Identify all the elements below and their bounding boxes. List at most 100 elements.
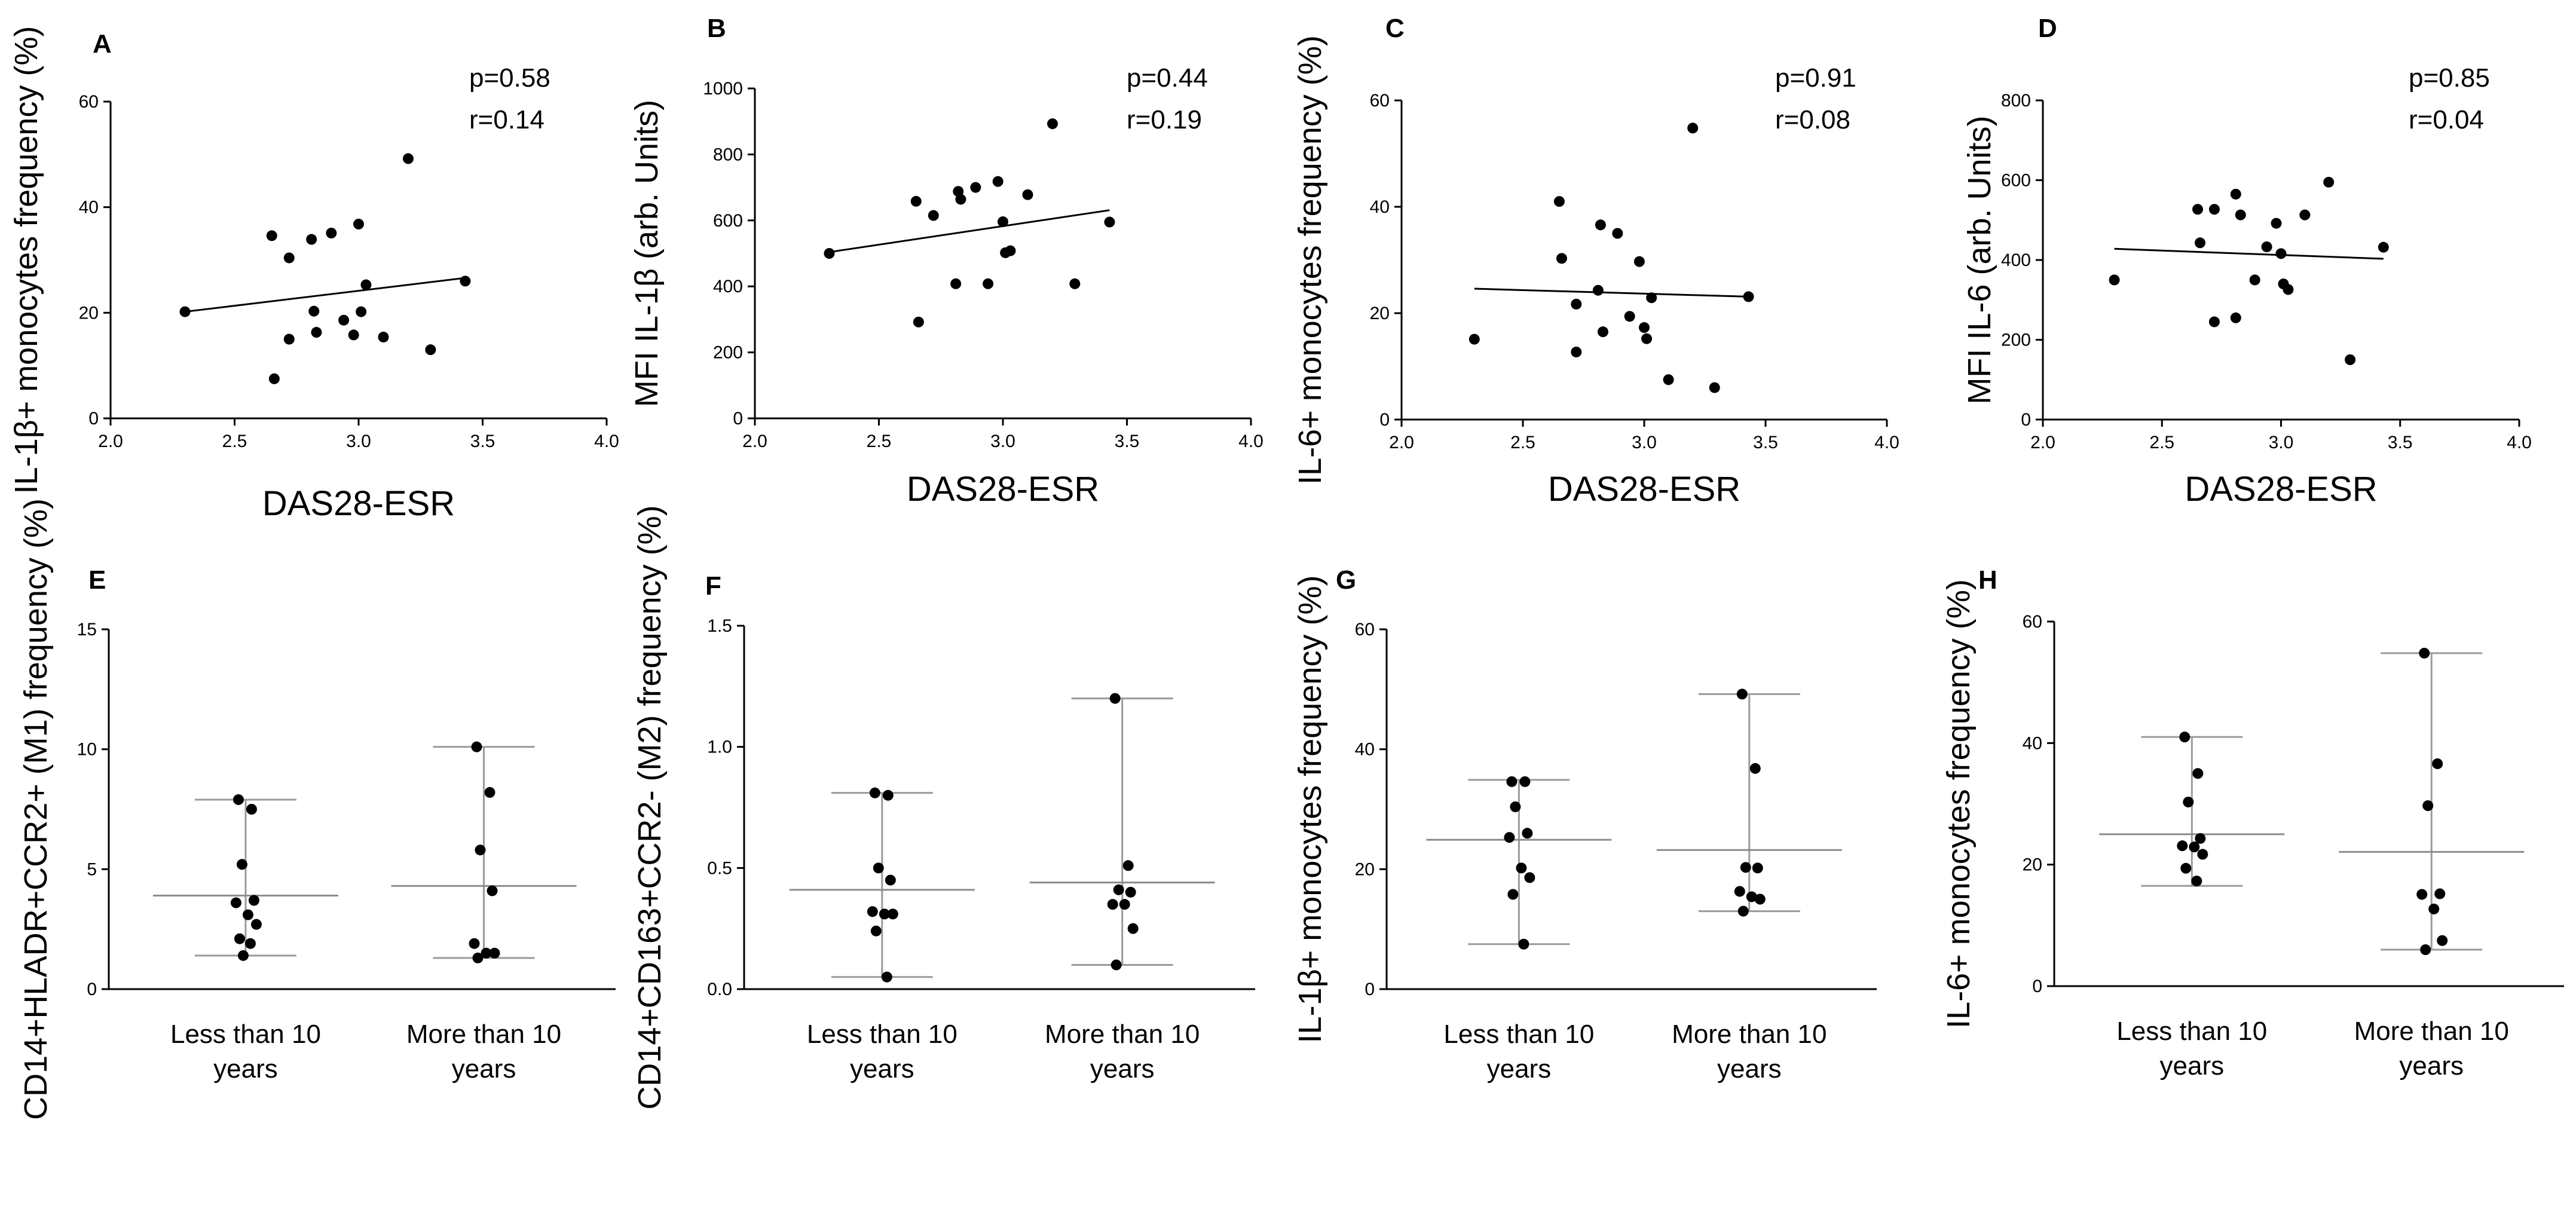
x-axis-label: DAS28-ESR [2185, 470, 2377, 509]
data-point [266, 230, 277, 241]
panel-e: E CD14+HLADR+CCR2+ (M1) frequency (%) 0 5 10… [18, 498, 616, 1120]
data-point [268, 373, 280, 384]
y-axis-label: IL-1β+ monocytes frequency (%) [8, 26, 44, 494]
data-point [1639, 322, 1650, 333]
x-tick-label: 3.0 [346, 432, 371, 451]
data-point [885, 874, 896, 886]
y-tick-label: 0 [1365, 980, 1375, 999]
data-point [2437, 935, 2448, 946]
y-tick-label: 600 [2001, 171, 2031, 191]
data-point [2434, 888, 2446, 899]
data-point [306, 234, 317, 245]
x-tick-label: 3.0 [2269, 433, 2294, 452]
data-point [283, 333, 295, 345]
y-tick-label: 800 [2001, 91, 2031, 111]
data-point [2249, 274, 2260, 286]
data-point [1734, 886, 1745, 897]
data-point [2323, 176, 2335, 188]
category-label: Less than 10 years [1443, 1020, 1594, 1084]
data-point [2109, 274, 2120, 286]
data-point [992, 176, 1004, 187]
p-value: p=0.44 [1127, 63, 1208, 93]
data-point [2195, 237, 2206, 249]
data-point [870, 925, 882, 937]
data-point [1592, 284, 1604, 296]
x-tick-label: 2.5 [222, 432, 247, 451]
panel-a: A IL-1β+ monocytes frequency (%) 0 20 40 60 2.… [8, 26, 619, 523]
group-less-than-10 [2099, 732, 2285, 887]
data-point [2192, 204, 2204, 215]
data-point [1516, 862, 1527, 874]
y-tick-label: 0.0 [707, 980, 732, 999]
data-point [403, 153, 414, 164]
group-less-than-10 [152, 794, 338, 961]
x-tick-label: 2.0 [98, 432, 123, 451]
data-point [1687, 123, 1699, 134]
data-point [338, 314, 350, 326]
y-axis-label: IL-6+ monocytes frequency (%) [1941, 579, 1977, 1029]
r-value: r=0.19 [1127, 105, 1202, 134]
data-point [881, 971, 892, 983]
data-point [1553, 196, 1565, 207]
x-tick-label: 2.5 [2149, 433, 2174, 452]
category-label: Less than 10 years [807, 1020, 957, 1084]
y-tick-label: 60 [1355, 620, 1375, 639]
x-tick-label: 3.5 [2388, 433, 2413, 452]
data-point [913, 316, 924, 328]
data-point [2208, 204, 2220, 215]
data-point [484, 787, 495, 798]
group-more-than-10 [1029, 693, 1215, 971]
data-point [910, 195, 922, 207]
y-tick-label: 1.5 [707, 616, 732, 636]
group-less-than-10 [1426, 776, 1612, 950]
data-point [998, 216, 1008, 228]
data-point [460, 276, 471, 287]
data-point [1740, 862, 1751, 873]
x-tick-label: 2.0 [742, 432, 767, 451]
data-point [425, 344, 436, 356]
data-point [1507, 889, 1519, 900]
y-tick-label: 1000 [703, 79, 743, 99]
p-value: p=0.58 [469, 63, 550, 93]
data-point [928, 210, 939, 221]
y-tick-label: 40 [79, 198, 99, 218]
data-point [2275, 248, 2287, 259]
panel-letter: F [705, 571, 721, 601]
data-point [1109, 693, 1121, 704]
data-point [1571, 346, 1582, 357]
data-point [970, 182, 981, 193]
data-point [2416, 889, 2428, 900]
y-axis-label: MFI IL-1β (arb. Units) [629, 100, 665, 407]
panel-b: B MFI IL-1β (arb. Units) 0 200 400 600 800 1000… [629, 14, 1263, 509]
regression-line [829, 209, 1110, 253]
data-point [824, 248, 835, 259]
y-tick-label: 40 [2023, 733, 2042, 753]
y-tick-label: 0 [88, 409, 99, 429]
y-tick-label: 5 [87, 859, 97, 879]
data-point [2208, 316, 2220, 328]
y-tick-label: 60 [79, 92, 99, 112]
y-tick-label: 40 [1355, 740, 1375, 760]
y-tick-label: 600 [713, 211, 743, 231]
data-point [246, 804, 257, 815]
x-tick-label: 2.0 [1389, 433, 1414, 452]
data-point [1113, 884, 1124, 895]
data-point [1556, 253, 1567, 264]
data-point [1510, 801, 1521, 812]
data-point [1595, 219, 1606, 231]
data-point [1122, 860, 1134, 871]
p-value: p=0.85 [2409, 63, 2490, 93]
x-tick-label: 3.0 [1632, 433, 1657, 452]
data-point [1519, 776, 1531, 787]
y-tick-label: 20 [79, 303, 99, 323]
y-tick-label: 10 [77, 740, 97, 760]
data-point [1119, 899, 1130, 910]
data-point [2230, 188, 2241, 200]
r-value: r=0.08 [1775, 105, 1850, 134]
data-point [2180, 862, 2192, 874]
r-value: r=0.04 [2409, 105, 2484, 134]
y-tick-label: 400 [713, 277, 743, 296]
y-axis-label: MFI IL-6 (arb. Units) [1962, 115, 1997, 404]
data-point [472, 952, 484, 963]
